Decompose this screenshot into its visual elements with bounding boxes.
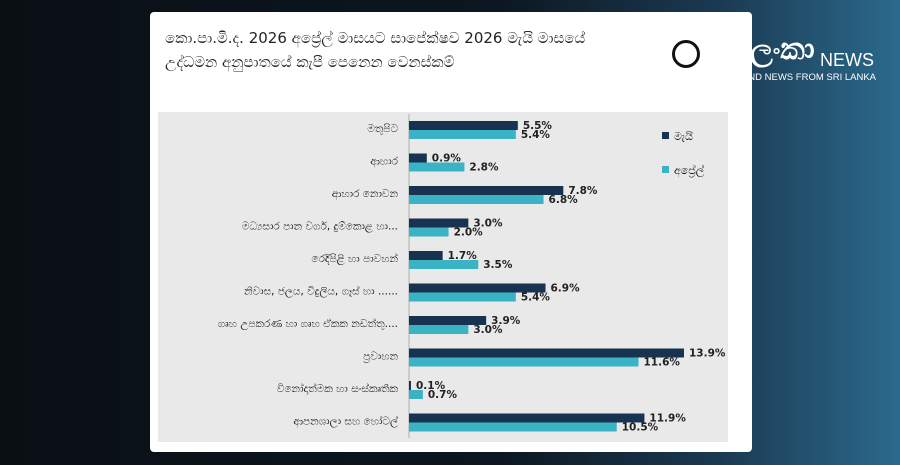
category-label: ප්‍රවාහන: [363, 351, 398, 363]
chart-title-line-1: කො.පා.මි.ද. 2026 අප්‍රේල් මාසයට සාපේක්ෂව…: [165, 29, 586, 47]
data-label: 11.9%: [649, 413, 686, 425]
bar-may: [409, 283, 546, 293]
logo-brand: සිප්ලංකා: [708, 32, 815, 67]
bar-may: [409, 218, 469, 228]
data-label: 10.5%: [622, 422, 659, 434]
data-label: 2.8%: [469, 162, 499, 174]
bar-may: [409, 251, 443, 260]
category-label: ආහාර නොවන: [332, 188, 399, 201]
bar-april: [409, 422, 617, 432]
bar-may: [409, 316, 487, 325]
legend-label: අප්‍රේල්: [674, 163, 705, 178]
chart-title: කො.පා.මි.ද. 2026 අප්‍රේල් මාසයට සාපේක්ෂව…: [165, 26, 665, 74]
category-label: නිවාස, ජලය, විදුලිය, ගෑස් හා ......: [244, 283, 398, 298]
bar-april: [409, 227, 449, 237]
bar-april: [409, 325, 469, 334]
data-label: 6.8%: [549, 194, 579, 206]
site-logo[interactable]: සිප්ලංකා NEWS UNDERGROUND NEWS FROM SRI …: [668, 28, 878, 88]
data-label: 5.5%: [523, 120, 553, 132]
category-label: මතුපිට: [367, 123, 398, 135]
data-label: 2.0%: [454, 227, 484, 239]
bar-may: [409, 153, 427, 163]
data-label: 7.8%: [568, 185, 598, 197]
category-label: ආපනශාලා සහ හෝටල්: [293, 413, 399, 428]
bar-may: [409, 121, 518, 130]
bar-april: [409, 195, 544, 204]
data-label: 3.9%: [491, 315, 521, 327]
data-label: 1.7%: [448, 250, 478, 262]
category-label: විනෝදාත්මක හා සංස්කෘතික: [277, 381, 399, 395]
bar-may: [409, 348, 684, 358]
data-label: 11.6%: [643, 357, 680, 369]
bar-april: [409, 357, 639, 367]
category-label: මධ්‍යසාර පාන වර්ග, දුම්කොළ හා...: [242, 220, 398, 234]
category-label: ගෘහ උපකරණ හා ගෘහ ඒකක නඩත්තු....: [218, 316, 398, 331]
data-label: 6.9%: [551, 283, 581, 295]
data-label: 3.0%: [473, 324, 503, 336]
legend-label: මැයි: [674, 130, 693, 143]
data-label: 13.9%: [689, 348, 726, 360]
logo-emblem-icon: [672, 40, 700, 68]
data-label: 0.7%: [428, 389, 458, 401]
data-label: 5.4%: [521, 292, 551, 304]
data-label: 5.4%: [521, 129, 551, 141]
legend-swatch: [662, 166, 669, 173]
bar-april: [409, 260, 479, 269]
bar-april: [409, 292, 516, 302]
data-label: 3.0%: [473, 218, 503, 230]
category-label: ආහාර: [370, 156, 398, 169]
bar-may: [409, 413, 645, 423]
category-label: රෙදිපිළි හා පාවහන්: [311, 251, 398, 266]
logo-tagline: UNDERGROUND NEWS FROM SRI LANKA: [686, 72, 877, 83]
bar-may: [409, 381, 411, 390]
legend-swatch: [662, 132, 669, 139]
data-label: 3.5%: [483, 259, 513, 271]
bar-may: [409, 186, 564, 195]
data-label: 0.1%: [416, 380, 446, 392]
bar-april: [409, 390, 423, 399]
bar-april: [409, 162, 465, 172]
bar-april: [409, 130, 516, 139]
data-label: 0.9%: [432, 153, 462, 165]
chart-title-line-2: උද්ධමන අනුපාතයේ කැපී පෙනෙන වෙනස්කම්: [165, 53, 455, 71]
logo-news: NEWS: [820, 50, 874, 70]
